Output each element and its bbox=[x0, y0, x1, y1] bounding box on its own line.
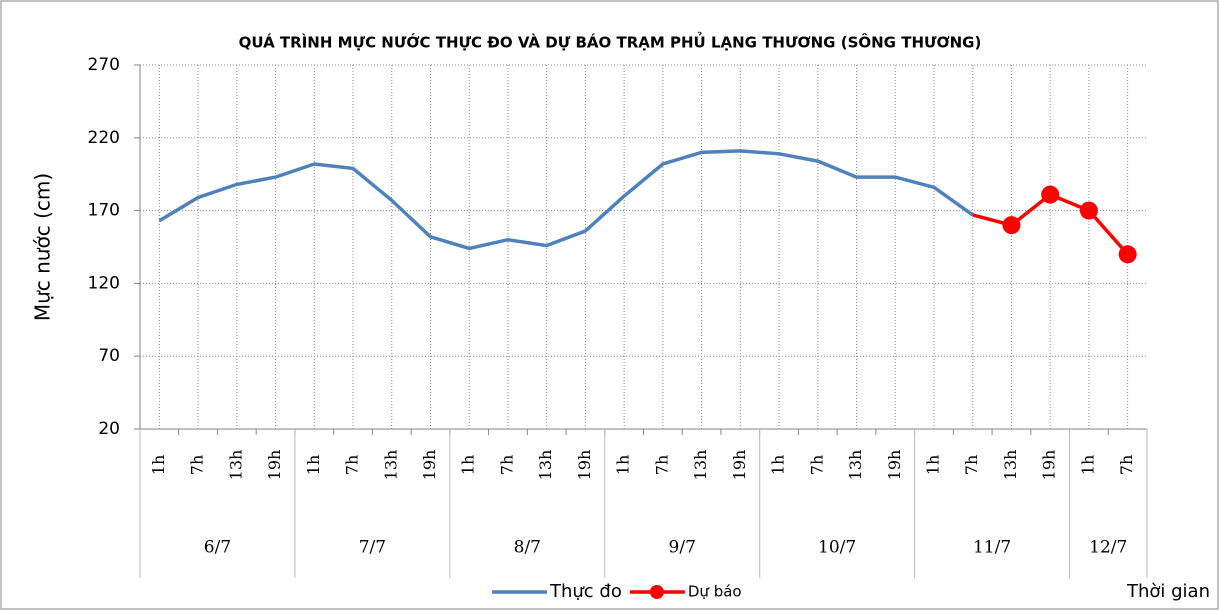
x-axis-title: Thời gian bbox=[1126, 581, 1210, 602]
y-tick-label: 120 bbox=[88, 273, 120, 293]
x-tick-label: 19h bbox=[730, 450, 749, 481]
x-tick-label: 7h bbox=[807, 455, 826, 475]
x-tick-label: 1h bbox=[769, 455, 788, 475]
x-tick-label: 13h bbox=[846, 450, 865, 481]
y-tick-label: 270 bbox=[88, 55, 120, 75]
y-tick-label: 170 bbox=[88, 201, 120, 221]
x-tick-label: 19h bbox=[885, 450, 904, 481]
legend-label: Dự báo bbox=[688, 583, 742, 601]
series-line bbox=[158, 149, 974, 251]
x-tick-label: 7h bbox=[652, 455, 671, 475]
group-label: 11/7 bbox=[973, 538, 1011, 558]
x-tick-label: 19h bbox=[420, 450, 439, 481]
series-marker bbox=[1002, 216, 1021, 235]
group-label: 7/7 bbox=[359, 538, 386, 558]
x-tick-label: 19h bbox=[265, 450, 284, 481]
x-tick-label: 7h bbox=[497, 455, 516, 475]
x-tick-label: 1h bbox=[459, 455, 478, 475]
series-marker bbox=[1079, 201, 1098, 220]
x-tick-label: 7h bbox=[1117, 455, 1136, 475]
y-tick-label: 220 bbox=[88, 128, 120, 148]
x-tick-label: 13h bbox=[536, 450, 555, 481]
x-tick-label: 7h bbox=[188, 455, 207, 475]
y-tick-label: 20 bbox=[98, 419, 120, 439]
y-axis-title: Mực nước (cm) bbox=[31, 173, 55, 321]
chart-title: QUÁ TRÌNH MỰC NƯỚC THỰC ĐO VÀ DỰ BÁO TRẠ… bbox=[239, 31, 982, 52]
x-tick-label: 13h bbox=[226, 450, 245, 481]
x-tick-label: 7h bbox=[343, 455, 362, 475]
series-marker bbox=[1041, 185, 1060, 204]
group-label: 8/7 bbox=[514, 538, 541, 558]
group-label: 10/7 bbox=[818, 538, 856, 558]
x-tick-label: 1h bbox=[614, 455, 633, 475]
legend-label: Thực đo bbox=[549, 581, 622, 602]
group-label: 12/7 bbox=[1089, 538, 1127, 558]
x-tick-label: 1h bbox=[923, 455, 942, 475]
x-tick-label: 13h bbox=[691, 450, 710, 481]
x-tick-label: 13h bbox=[381, 450, 400, 481]
x-tick-label: 1h bbox=[149, 455, 168, 475]
legend-marker bbox=[649, 585, 664, 599]
x-tick-label: 13h bbox=[1001, 450, 1020, 481]
series-marker bbox=[1118, 245, 1137, 264]
x-tick-label: 1h bbox=[304, 455, 323, 475]
group-label: 9/7 bbox=[669, 538, 696, 558]
x-tick-label: 19h bbox=[1040, 450, 1059, 481]
x-tick-label: 1h bbox=[1078, 455, 1097, 475]
y-tick-label: 70 bbox=[98, 346, 120, 366]
group-label: 6/7 bbox=[204, 538, 231, 558]
x-tick-label: 19h bbox=[575, 450, 594, 481]
x-tick-label: 7h bbox=[962, 455, 981, 475]
